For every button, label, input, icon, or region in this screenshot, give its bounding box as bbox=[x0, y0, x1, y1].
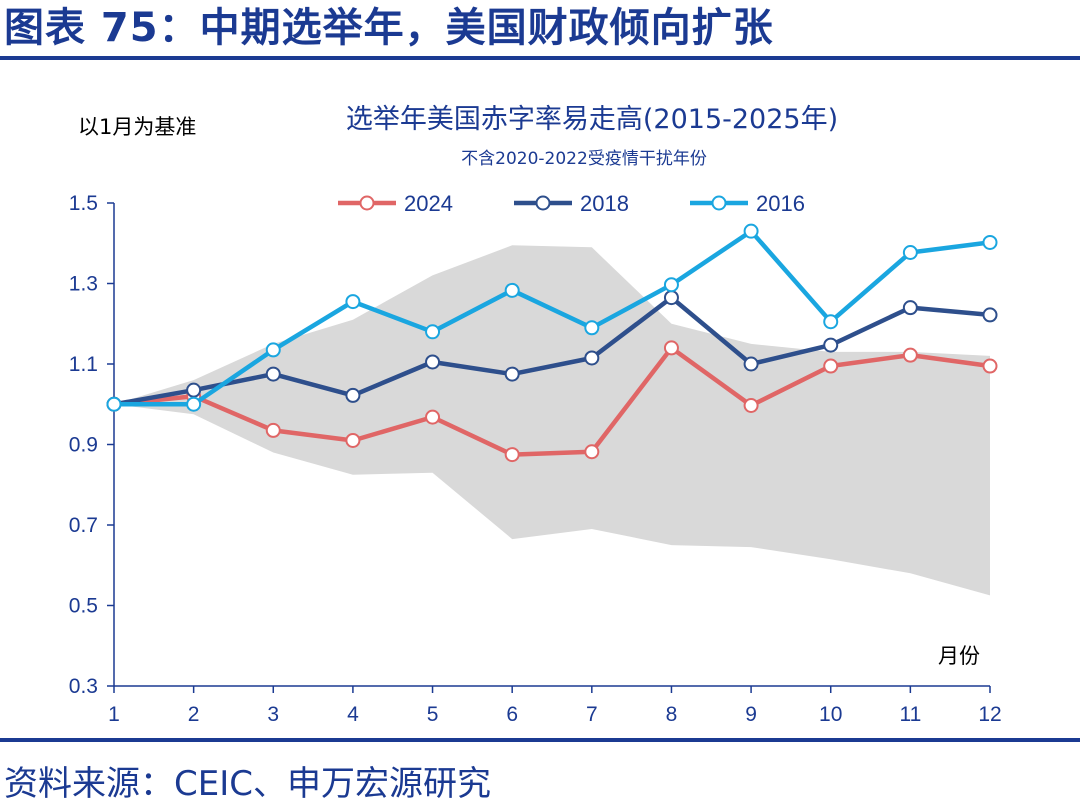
x-tick-label: 4 bbox=[347, 703, 359, 726]
figure-title: 图表 75：中期选举年，美国财政倾向扩张 bbox=[4, 5, 774, 51]
data-point bbox=[504, 447, 520, 463]
x-tick-label: 9 bbox=[745, 703, 757, 726]
x-tick-label: 5 bbox=[427, 703, 439, 726]
data-point bbox=[345, 294, 361, 310]
x-tick-label: 12 bbox=[978, 703, 1001, 726]
range-band bbox=[114, 245, 990, 596]
data-point bbox=[663, 290, 679, 306]
legend-label: 2016 bbox=[756, 191, 805, 216]
title-rule bbox=[0, 56, 1080, 60]
series-line-2018 bbox=[113, 295, 991, 407]
data-point bbox=[345, 387, 361, 403]
legend-swatch-marker bbox=[535, 195, 551, 211]
legend-item-2024: 2024 bbox=[338, 191, 453, 216]
legend-swatch-marker bbox=[711, 195, 727, 211]
data-point bbox=[823, 337, 839, 353]
x-tick-label: 1 bbox=[108, 703, 120, 726]
data-point bbox=[106, 396, 122, 412]
legend-label: 2024 bbox=[404, 191, 453, 216]
x-tick-label: 7 bbox=[586, 703, 598, 726]
data-point bbox=[265, 366, 281, 382]
y-tick-label: 0.7 bbox=[69, 514, 98, 537]
data-point bbox=[902, 245, 918, 261]
source-note: 资料来源：CEIC、申万宏源研究 bbox=[4, 764, 491, 804]
data-point bbox=[504, 282, 520, 298]
y-tick-label: 1.1 bbox=[69, 353, 98, 376]
data-point bbox=[425, 354, 441, 370]
x-tick-label: 8 bbox=[666, 703, 678, 726]
data-point bbox=[345, 432, 361, 448]
series-2018 bbox=[106, 290, 998, 412]
x-tick-label: 2 bbox=[188, 703, 200, 726]
data-point bbox=[743, 223, 759, 239]
chart: 选举年美国赤字率易走高(2015-2025年) 不含2020-2022受疫情干扰… bbox=[69, 104, 1002, 726]
legend-swatch-marker bbox=[359, 195, 375, 211]
data-point bbox=[663, 340, 679, 356]
data-point bbox=[425, 324, 441, 340]
legend-item-2018: 2018 bbox=[514, 191, 629, 216]
chart-subtitle: 不含2020-2022受疫情干扰年份 bbox=[461, 149, 707, 169]
data-point bbox=[982, 234, 998, 250]
data-point bbox=[265, 422, 281, 438]
y-tick-label: 0.3 bbox=[69, 675, 98, 698]
data-point bbox=[823, 314, 839, 330]
x-tick-label: 11 bbox=[899, 703, 921, 726]
y-tick-label: 0.9 bbox=[69, 434, 98, 457]
data-point bbox=[823, 358, 839, 374]
series-line-2016 bbox=[114, 228, 991, 407]
data-point bbox=[982, 307, 998, 323]
x-tick-label: 6 bbox=[506, 703, 518, 726]
series-2016 bbox=[106, 223, 998, 412]
legend-item-2016: 2016 bbox=[690, 191, 805, 216]
y-axis-label: 以1月为基准 bbox=[78, 115, 196, 139]
data-point bbox=[265, 342, 281, 358]
y-tick-label: 0.5 bbox=[69, 595, 98, 618]
y-tick-label: 1.3 bbox=[69, 273, 98, 296]
data-point bbox=[584, 444, 600, 460]
data-point bbox=[584, 350, 600, 366]
data-point bbox=[902, 300, 918, 316]
data-point bbox=[186, 396, 202, 412]
y-tick-label: 1.5 bbox=[69, 192, 98, 215]
x-tick-label: 3 bbox=[267, 703, 279, 726]
x-axis-label: 月份 bbox=[938, 644, 980, 668]
chart-title: 选举年美国赤字率易走高(2015-2025年) bbox=[346, 104, 838, 135]
data-point bbox=[504, 366, 520, 382]
data-point bbox=[982, 358, 998, 374]
data-point bbox=[425, 409, 441, 425]
data-point bbox=[663, 277, 679, 293]
data-point bbox=[902, 347, 918, 363]
x-tick-label: 10 bbox=[819, 703, 842, 726]
data-point bbox=[584, 320, 600, 336]
series-line-2024 bbox=[113, 345, 991, 457]
source-rule bbox=[0, 738, 1080, 742]
data-point bbox=[743, 397, 759, 413]
data-point bbox=[743, 356, 759, 372]
data-point bbox=[186, 382, 202, 398]
legend-label: 2018 bbox=[580, 191, 629, 216]
